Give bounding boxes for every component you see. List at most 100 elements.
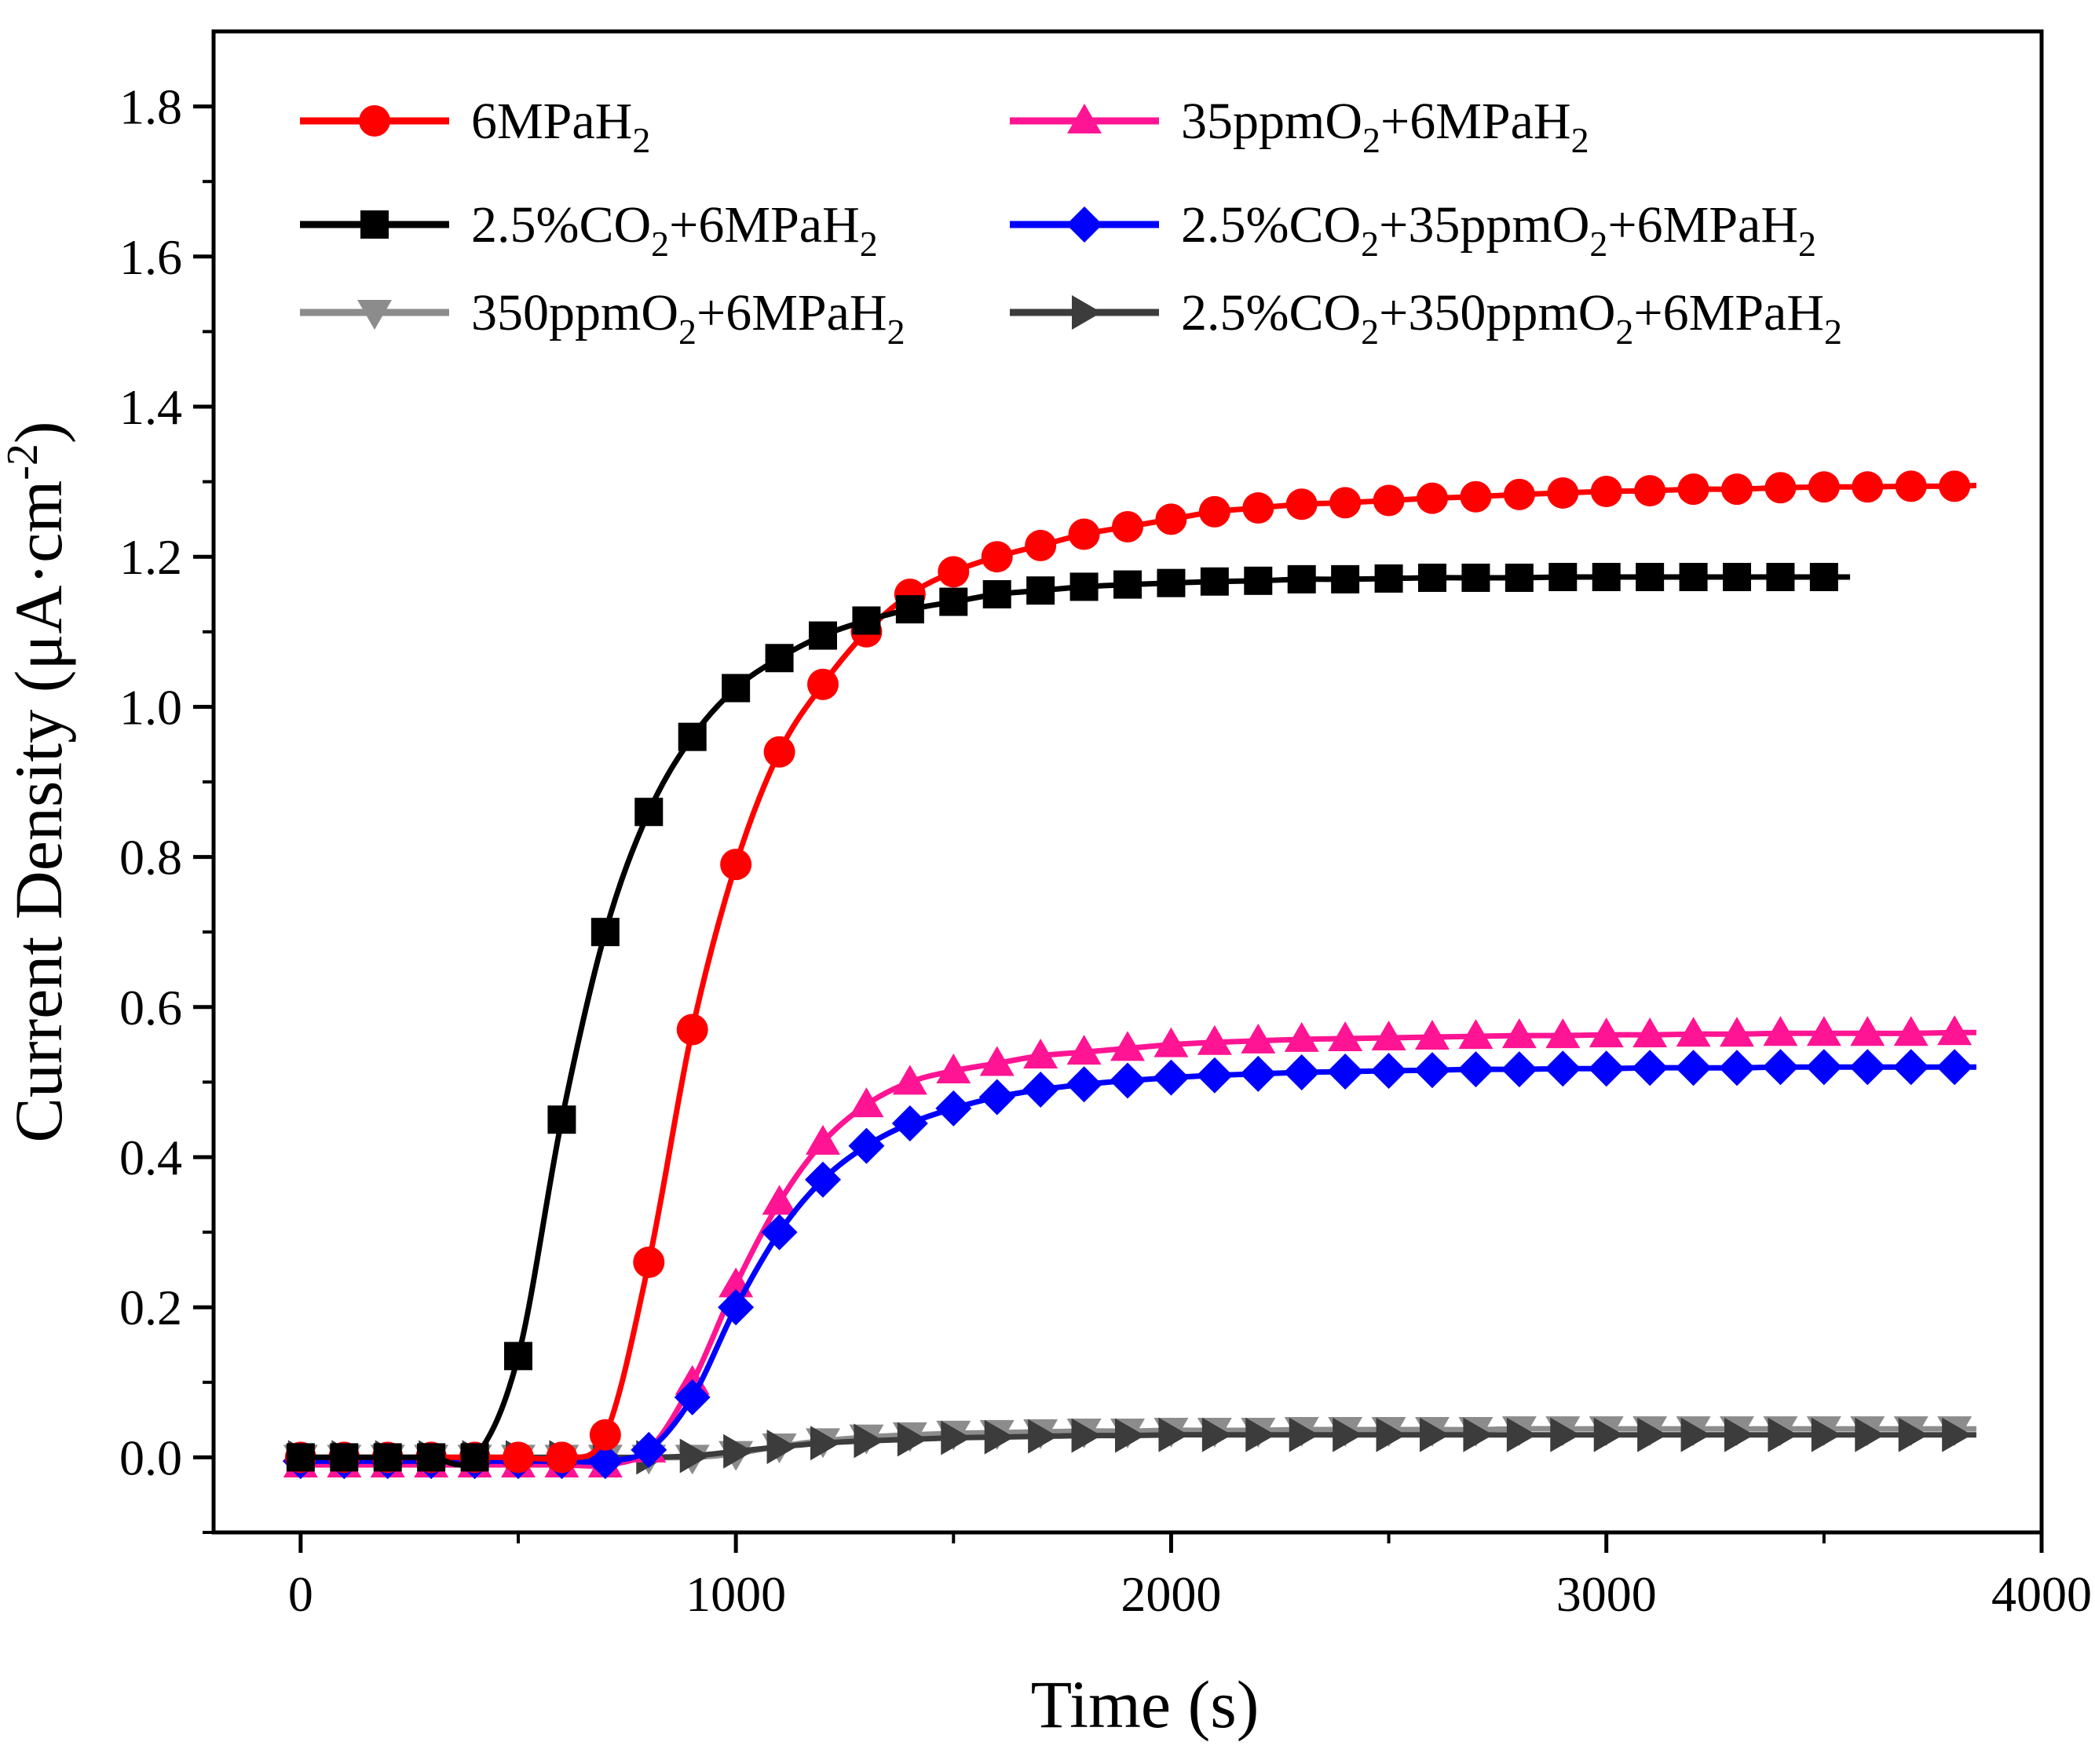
legend-item: 35ppmO2+6MPaH2 — [1010, 93, 1589, 160]
data-point — [1805, 1049, 1842, 1086]
data-point — [1371, 1020, 1406, 1050]
data-point — [720, 849, 752, 881]
data-point — [1110, 1031, 1145, 1061]
data-point — [718, 1289, 755, 1326]
data-point — [1501, 1051, 1537, 1088]
y-axis-title-superscript: -2 — [0, 444, 47, 480]
data-point — [590, 918, 620, 947]
data-point — [1066, 1035, 1102, 1065]
data-point — [1721, 473, 1753, 506]
data-point — [1808, 471, 1840, 503]
data-point — [1245, 1417, 1276, 1452]
data-point — [286, 1443, 315, 1472]
legend-marker — [359, 105, 390, 137]
data-point — [1634, 475, 1666, 507]
data-point — [982, 580, 1011, 608]
data-point — [1113, 570, 1142, 599]
data-point — [766, 1430, 797, 1465]
legend-marker — [1066, 206, 1102, 243]
data-point — [547, 1105, 576, 1134]
data-point — [984, 1419, 1015, 1455]
x-axis-title: Time (s) — [1031, 1667, 1260, 1742]
data-point — [504, 1342, 532, 1371]
legend-item: 2.5%CO2+35ppmO2+6MPaH2 — [1010, 196, 1816, 264]
data-point — [1415, 1020, 1450, 1050]
data-point — [1022, 1071, 1059, 1108]
y-tick-label: 1.2 — [119, 529, 182, 585]
data-point — [1550, 1417, 1581, 1452]
data-point — [1157, 568, 1186, 597]
x-tick-label: 1000 — [686, 1566, 786, 1622]
data-point — [1198, 495, 1230, 528]
data-point — [1589, 1017, 1624, 1048]
data-point — [674, 1379, 711, 1415]
series-2.5%CO2+6MPaH2 — [286, 563, 1851, 1472]
data-point — [849, 1087, 884, 1118]
data-point — [941, 1420, 971, 1455]
data-point — [761, 1214, 798, 1251]
data-point — [1155, 503, 1187, 535]
data-point — [1768, 1417, 1798, 1452]
data-point — [1547, 477, 1579, 509]
data-point — [1764, 472, 1797, 504]
x-tick-label: 4000 — [1991, 1566, 2092, 1622]
data-point — [1505, 563, 1534, 592]
data-point — [1329, 487, 1362, 519]
data-point — [939, 587, 968, 616]
data-point — [1545, 1050, 1581, 1087]
y-axis-ticks: 0.0 0.2 0.4 0.6 0.8 1.0 1.2 1.4 1.6 1.8 — [119, 79, 214, 1534]
data-point — [722, 674, 751, 703]
data-point — [1937, 1015, 1973, 1046]
data-point — [1632, 1017, 1668, 1048]
legend-item: 6MPaH2 — [300, 93, 650, 160]
data-point — [678, 722, 707, 751]
legend-item: 2.5%CO2+6MPaH2 — [300, 196, 878, 264]
data-point — [936, 1054, 971, 1084]
y-tick-label: 0.2 — [119, 1280, 182, 1335]
data-point — [1763, 1016, 1798, 1046]
data-point — [1331, 564, 1360, 593]
legend-item: 350ppmO2+6MPaH2 — [300, 284, 905, 352]
data-point — [1414, 1052, 1450, 1089]
data-point — [1284, 1021, 1319, 1052]
legend-label: 2.5%CO2+35ppmO2+6MPaH2 — [1181, 196, 1816, 264]
data-point — [1196, 1057, 1233, 1094]
data-point — [1112, 510, 1143, 542]
data-point — [1592, 563, 1621, 592]
data-point — [805, 1161, 841, 1198]
data-point — [1849, 1049, 1886, 1086]
data-point — [1680, 1417, 1711, 1452]
data-point — [1327, 1054, 1364, 1090]
data-point — [762, 1185, 797, 1215]
y-tick-label: 1.4 — [119, 379, 182, 435]
data-point — [1283, 1054, 1320, 1090]
data-point — [1200, 567, 1229, 596]
data-point — [1333, 1417, 1363, 1452]
data-point — [373, 1443, 402, 1472]
data-point — [1420, 1417, 1450, 1452]
data-point — [1154, 1027, 1189, 1057]
x-tick-label: 3000 — [1556, 1566, 1657, 1622]
data-point — [1153, 1059, 1190, 1096]
data-point — [1850, 1016, 1885, 1046]
data-point — [1806, 1016, 1841, 1046]
data-point — [1066, 1066, 1102, 1103]
y-tick-label: 0.4 — [119, 1130, 182, 1185]
data-point — [1892, 1049, 1929, 1086]
data-point — [417, 1443, 446, 1472]
data-point — [1593, 1417, 1624, 1452]
data-point — [1855, 1417, 1885, 1452]
data-point — [897, 1422, 927, 1457]
data-point — [852, 606, 881, 635]
data-point — [1289, 1417, 1319, 1452]
data-point — [503, 1441, 534, 1474]
data-point — [1719, 1050, 1755, 1087]
x-tick-label: 2000 — [1121, 1566, 1221, 1622]
data-point — [1942, 1417, 1973, 1452]
data-point — [1632, 1050, 1669, 1087]
y-tick-label: 1.0 — [119, 679, 182, 735]
data-point — [1240, 1055, 1277, 1092]
data-point — [631, 1431, 667, 1468]
data-point — [1242, 492, 1274, 524]
